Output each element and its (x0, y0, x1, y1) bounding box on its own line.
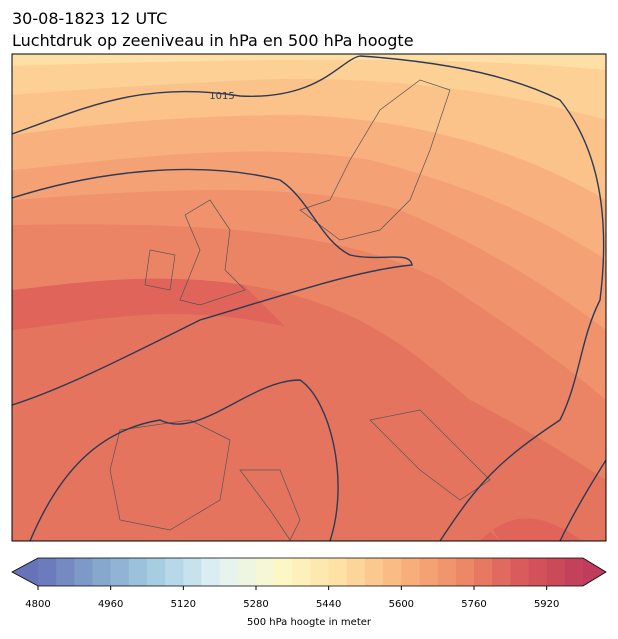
colorbar-cell (310, 558, 330, 586)
colorbar-cell (56, 558, 75, 586)
map-frame (11, 53, 607, 542)
colorbar-outline (11, 557, 607, 587)
isobar (359, 55, 605, 541)
colorbar-tick-label: 5600 (389, 599, 414, 610)
colorbar-cell (492, 558, 511, 586)
colorbar-cell (437, 558, 457, 586)
map: 1015 (12, 54, 606, 541)
colorbar-tick-label: 5120 (171, 599, 196, 610)
coastline (109, 79, 491, 541)
colorbar-label: 500 hPa hoogte in meter (247, 617, 372, 628)
colorbar-tick-label: 4960 (98, 599, 123, 610)
colorbar-cell (256, 558, 275, 586)
band (12, 54, 606, 200)
colorbar-cell (365, 558, 384, 586)
colorbar-cell (128, 558, 148, 586)
colorbar-cell (455, 558, 475, 586)
colorbar-extend (12, 558, 38, 586)
colorbar-cell (165, 558, 184, 586)
colorbar: 4800 4960 5120 5280 5440 5600 5760 5920 (11, 557, 607, 610)
colorbar-cell (564, 558, 584, 586)
colorbar-cell (419, 558, 439, 586)
isobar (29, 379, 339, 541)
colorbar-cell (147, 558, 166, 586)
colorbar-cell (346, 558, 366, 586)
colorbar-cell (38, 558, 57, 586)
colorbar-cell (201, 558, 221, 586)
colorbar-cell (510, 558, 529, 586)
colorbar-tick-label: 5280 (243, 599, 268, 610)
isobar (559, 459, 606, 541)
map-title: Luchtdruk op zeeniveau in hPa en 500 hPa… (12, 31, 414, 50)
colorbar-cell (328, 558, 348, 586)
colorbar-cell (383, 558, 402, 586)
colorbar-cell (110, 558, 130, 586)
contour-label: 1015 (209, 91, 234, 102)
date-title: 30-08-1823 12 UTC (12, 9, 167, 28)
band (12, 54, 606, 120)
colorbar-cell (92, 558, 112, 586)
colorbar-tick-label: 5440 (316, 599, 341, 610)
colorbar-cell (401, 558, 420, 586)
colorbar-cell (274, 558, 293, 586)
isobar (12, 55, 361, 135)
colorbar-tick-label: 4800 (25, 599, 50, 610)
colorbar-cell (528, 558, 548, 586)
band (12, 54, 606, 70)
colorbar-cell (74, 558, 93, 586)
colorbar-extend (583, 558, 606, 586)
isobar (12, 168, 413, 406)
colorbar-cell (219, 558, 239, 586)
colorbar-cell (474, 558, 493, 586)
colorbar-cell (183, 558, 202, 586)
colorbar-tick-label: 5920 (534, 599, 559, 610)
colorbar-cell (546, 558, 566, 586)
colorbar-cell (292, 558, 311, 586)
colorbar-cell (237, 558, 257, 586)
colorbar-tick-label: 5760 (461, 599, 486, 610)
